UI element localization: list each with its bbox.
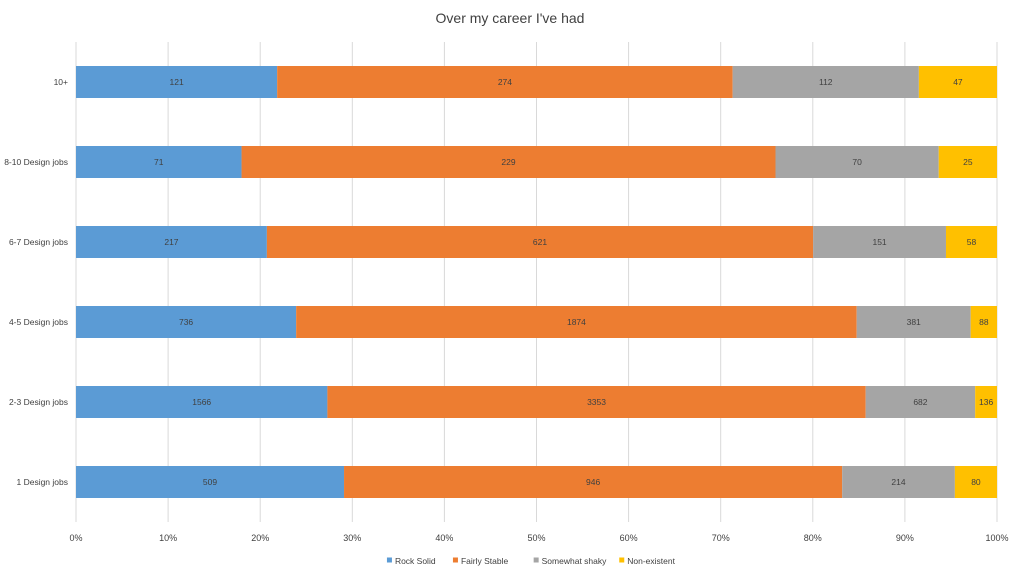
bar-segment	[945, 226, 997, 258]
legend-swatch	[533, 557, 539, 563]
data-label: 736	[179, 317, 193, 327]
bar-segment	[327, 386, 866, 418]
x-tick-label: 100%	[985, 533, 1008, 543]
data-label: 381	[907, 317, 921, 327]
legend-label: Fairly Stable	[461, 556, 509, 566]
bar-segment	[954, 466, 997, 498]
bar-segment	[975, 386, 997, 418]
x-tick-label: 60%	[620, 533, 638, 543]
data-label: 1566	[192, 397, 211, 407]
x-tick-label: 90%	[896, 533, 914, 543]
bar-segment	[732, 66, 919, 98]
category-label: 6-7 Design jobs	[9, 237, 68, 247]
data-label: 274	[498, 77, 512, 87]
bar-segment	[775, 146, 939, 178]
data-label: 136	[979, 397, 993, 407]
category-label: 10+	[54, 77, 68, 87]
data-label: 3353	[587, 397, 606, 407]
x-tick-label: 30%	[343, 533, 361, 543]
bars	[76, 66, 997, 498]
x-tick-label: 0%	[69, 533, 82, 543]
legend-swatch	[386, 557, 392, 563]
category-label: 8-10 Design jobs	[4, 157, 68, 167]
legend-swatch	[452, 557, 458, 563]
bar-segment	[76, 386, 328, 418]
x-tick-label: 20%	[251, 533, 269, 543]
legend-label: Somewhat shaky	[542, 556, 607, 566]
legend-label: Rock Solid	[395, 556, 436, 566]
data-label: 217	[164, 237, 178, 247]
data-label: 121	[169, 77, 183, 87]
data-label: 70	[852, 157, 862, 167]
bar-segment	[76, 226, 267, 258]
x-axis-ticks: 0% 10% 20% 30% 40% 50% 60% 70% 80% 90% 100%	[69, 533, 1008, 543]
category-label: 4-5 Design jobs	[9, 317, 68, 327]
x-tick-label: 40%	[435, 533, 453, 543]
x-tick-label: 50%	[527, 533, 545, 543]
data-label: 1874	[567, 317, 586, 327]
data-label: 71	[154, 157, 164, 167]
category-label: 1 Design jobs	[16, 477, 68, 487]
bar-segment	[856, 306, 971, 338]
bar-segment	[241, 146, 776, 178]
legend-label: Non-existent	[627, 556, 675, 566]
bar-segment	[813, 226, 946, 258]
data-labels: 121 274 112 47 71 229 70 25 217 621 151 58 736 1874 38…	[154, 77, 993, 487]
data-label: 112	[819, 77, 833, 87]
x-tick-label: 70%	[712, 533, 730, 543]
legend: Rock Solid Fairly Stable Somewhat shaky Non…	[386, 556, 676, 566]
bar-segment	[344, 466, 843, 498]
bar-segment	[76, 466, 345, 498]
data-label: 621	[533, 237, 547, 247]
bar-segment	[918, 66, 997, 98]
x-tick-label: 10%	[159, 533, 177, 543]
legend-swatch	[619, 557, 625, 563]
data-label: 946	[586, 477, 600, 487]
bar-segment	[277, 66, 733, 98]
bar-segment	[76, 66, 278, 98]
category-labels: 10+ 8-10 Design jobs 6-7 Design jobs 4-5 De…	[4, 77, 68, 487]
bar-segment	[970, 306, 997, 338]
bar-segment	[76, 146, 242, 178]
bar-segment	[865, 386, 976, 418]
data-label: 214	[891, 477, 905, 487]
bar-segment	[296, 306, 857, 338]
chart-title: Over my career I've had	[436, 10, 585, 26]
bar-segment	[842, 466, 955, 498]
category-label: 2-3 Design jobs	[9, 397, 68, 407]
data-label: 47	[953, 77, 963, 87]
data-label: 88	[979, 317, 989, 327]
data-label: 58	[967, 237, 977, 247]
data-label: 80	[971, 477, 981, 487]
data-label: 25	[963, 157, 973, 167]
bar-segment	[938, 146, 997, 178]
gridlines	[75, 42, 998, 522]
data-label: 509	[203, 477, 217, 487]
data-label: 151	[872, 237, 886, 247]
data-label: 229	[501, 157, 515, 167]
bar-segment	[76, 306, 297, 338]
bar-segment	[266, 226, 814, 258]
data-label: 682	[913, 397, 927, 407]
x-tick-label: 80%	[804, 533, 822, 543]
